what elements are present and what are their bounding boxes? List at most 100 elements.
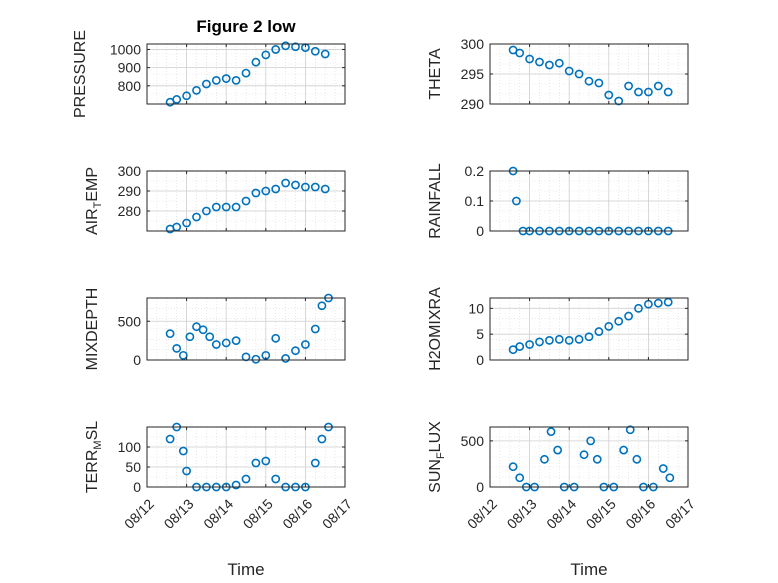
subplot-2: 290 295 300 THETA — [427, 36, 689, 112]
data-point — [310, 46, 320, 56]
axes-box — [146, 426, 346, 488]
data-point — [185, 332, 195, 342]
y-tick-label: 800 — [118, 78, 142, 94]
data-point — [525, 54, 534, 64]
data-point — [231, 480, 241, 490]
data-point — [604, 322, 614, 331]
data-point — [317, 434, 327, 444]
data-point — [634, 87, 643, 97]
data-point — [261, 50, 271, 60]
data-point — [205, 332, 215, 342]
data-point — [281, 178, 290, 188]
subplot-5: 0 500 MIXDEPTH — [84, 288, 346, 371]
data-point — [182, 218, 191, 228]
data-point — [300, 340, 310, 349]
x-tick-label: 08/14 — [543, 496, 579, 532]
data-point — [535, 337, 544, 347]
data-point — [653, 81, 663, 91]
y-tick-label: 500 — [461, 433, 485, 449]
data-point — [261, 186, 271, 196]
y-label-text: SL — [84, 421, 101, 441]
data-point — [320, 49, 330, 59]
data-point — [508, 462, 518, 472]
y-tick-label: 300 — [118, 163, 142, 179]
data-point — [663, 297, 673, 307]
data-point — [545, 60, 554, 70]
data-point — [291, 180, 300, 190]
y-tick-label: 295 — [461, 66, 485, 82]
data-point — [251, 57, 261, 67]
data-point — [625, 425, 635, 435]
data-point — [192, 212, 201, 222]
subplot-6: 0 5 10 H2OMIXRA — [427, 287, 689, 371]
data-point — [281, 41, 290, 51]
y-tick-label: 280 — [118, 203, 142, 219]
data-point — [564, 66, 574, 76]
y-tick-label: 10 — [468, 300, 484, 316]
data-point — [231, 202, 241, 212]
y-tick-label: 290 — [461, 96, 485, 112]
data-point — [241, 474, 251, 484]
data-point — [310, 182, 320, 192]
data-point — [594, 327, 604, 336]
data-point — [211, 75, 221, 85]
data-point — [271, 184, 281, 194]
data-point — [624, 311, 633, 321]
data-point — [564, 335, 574, 345]
data-point — [271, 333, 281, 343]
y-tick-label: 50 — [125, 459, 141, 475]
y-label-text: EMP — [84, 167, 101, 202]
data-point — [594, 78, 604, 88]
data-point — [271, 474, 281, 484]
data-point — [310, 458, 320, 468]
data-point — [665, 473, 675, 483]
x-tick-label: 08/17 — [319, 496, 355, 532]
y-label-subscript: F — [435, 452, 447, 459]
y-label-text: TERR — [84, 450, 101, 494]
data-point — [182, 91, 191, 101]
data-point — [619, 445, 629, 455]
y-tick-label: 0 — [133, 479, 141, 495]
x-tick-label: 08/13 — [161, 496, 197, 532]
x-tick-label: 08/15 — [583, 496, 619, 532]
y-tick-label: 0.2 — [465, 163, 485, 179]
data-point — [525, 340, 534, 349]
axes-box — [489, 297, 689, 361]
data-point — [614, 96, 624, 106]
data-point — [291, 42, 300, 52]
y-tick-label: 0 — [476, 479, 484, 495]
y-tick-label: 290 — [118, 183, 142, 199]
x-tick-label: 08/15 — [240, 496, 276, 532]
y-label-text: AIR — [84, 208, 101, 235]
data-point — [281, 354, 290, 363]
x-axis-label: Time — [227, 560, 264, 579]
data-point — [554, 334, 564, 344]
data-point — [515, 342, 525, 351]
data-point — [658, 464, 668, 473]
data-point — [201, 79, 211, 89]
y-label-text: MIXDEPTH — [84, 288, 101, 371]
data-point — [221, 74, 231, 83]
subplot-4: 0 0.1 0.2 RAINFALL — [427, 163, 689, 239]
data-point — [231, 75, 241, 85]
data-point — [310, 324, 320, 334]
data-point — [579, 450, 589, 460]
data-point — [172, 343, 182, 353]
data-point — [231, 336, 241, 346]
data-point — [554, 58, 564, 68]
data-point — [182, 466, 191, 476]
data-point — [584, 76, 594, 86]
data-point — [317, 301, 327, 311]
axes-box — [146, 170, 346, 232]
data-point — [644, 87, 653, 97]
data-point — [178, 446, 188, 456]
y-axis-label: SUNFLUX — [427, 421, 447, 493]
y-label-text: THETA — [427, 48, 444, 100]
data-point — [251, 458, 261, 468]
data-point — [586, 436, 596, 446]
x-tick-label: 08/13 — [504, 496, 540, 532]
data-point — [221, 202, 231, 212]
data-point — [271, 45, 281, 54]
y-axis-label: RAINFALL — [427, 163, 444, 239]
